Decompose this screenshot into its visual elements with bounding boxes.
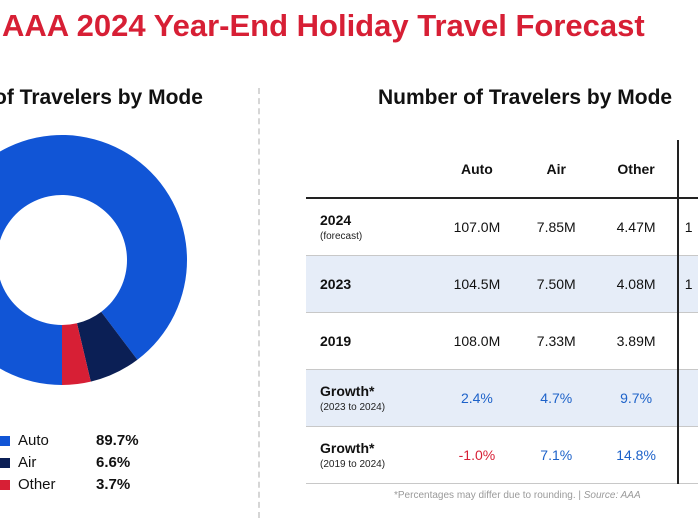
legend-item-other: Other 3.7% <box>0 476 180 498</box>
row-label: 2023 <box>320 276 352 292</box>
row-header: Growth* (2019 to 2024) <box>306 426 437 484</box>
cell-air: 4.7% <box>517 369 595 427</box>
cell-cutoff <box>677 369 698 427</box>
table-row-2019: 2019 108.0M 7.33M 3.89M <box>306 312 698 370</box>
header-air: Air <box>517 140 595 199</box>
section-divider <box>258 88 260 518</box>
table-row-2023: 2023 104.5M 7.50M 4.08M 1 <box>306 255 698 313</box>
cell-air: 7.33M <box>517 312 595 370</box>
cell-auto: 108.0M <box>436 312 518 370</box>
header-blank <box>306 140 437 199</box>
table-row-growth-2019: Growth* (2019 to 2024) -1.0% 7.1% 14.8% <box>306 426 698 484</box>
table-title: Number of Travelers by Mode <box>378 86 673 109</box>
legend-value: 3.7% <box>96 476 131 493</box>
cell-air: 7.50M <box>517 255 595 313</box>
legend-label: Air <box>18 454 37 471</box>
legend-value: 6.6% <box>96 454 131 471</box>
row-label: 2024 <box>320 212 352 228</box>
donut-slice-auto <box>0 135 187 385</box>
row-header: 2019 <box>306 312 437 370</box>
cell-air: 7.85M <box>517 198 595 256</box>
row-sublabel: (forecast) <box>320 231 363 242</box>
row-label: Growth* <box>320 440 375 456</box>
donut-chart-title: of Travelers by Mode <box>0 86 203 109</box>
cell-other: 14.8% <box>594 426 679 484</box>
legend-value: 89.7% <box>96 432 139 449</box>
header-cutoff <box>677 140 698 199</box>
row-sublabel: (2019 to 2024) <box>320 459 386 470</box>
header-other: Other <box>594 140 679 199</box>
page-title: AAA 2024 Year-End Holiday Travel Forecas… <box>2 8 645 43</box>
donut-slice-air <box>76 311 138 382</box>
donut-chart <box>0 135 187 385</box>
header-auto: Auto <box>436 140 518 199</box>
cell-other: 9.7% <box>594 369 679 427</box>
cell-auto: 2.4% <box>436 369 518 427</box>
cell-auto: -1.0% <box>436 426 518 484</box>
legend-label: Other <box>18 476 56 493</box>
row-sublabel: (2023 to 2024) <box>320 402 386 413</box>
footnote-source: Source: AAA <box>583 490 641 501</box>
row-header: 2024 (forecast) <box>306 198 437 256</box>
legend-swatch-other <box>0 480 10 490</box>
cell-other: 4.08M <box>594 255 679 313</box>
row-header: Growth* (2023 to 2024) <box>306 369 437 427</box>
table-header-row: Auto Air Other <box>306 140 698 199</box>
legend-label: Auto <box>18 432 49 449</box>
cell-cutoff: 1 <box>677 255 698 313</box>
travelers-table: Auto Air Other 2024 (forecast) 107.0M 7.… <box>306 140 698 484</box>
cell-auto: 104.5M <box>436 255 518 313</box>
cell-auto: 107.0M <box>436 198 518 256</box>
cell-cutoff <box>677 426 698 484</box>
table-row-growth-2023: Growth* (2023 to 2024) 2.4% 4.7% 9.7% <box>306 369 698 427</box>
legend-item-air: Air 6.6% <box>0 454 180 476</box>
table-row-2024: 2024 (forecast) 107.0M 7.85M 4.47M 1 <box>306 198 698 256</box>
legend-swatch-air <box>0 458 10 468</box>
legend-item-auto: Auto 89.7% <box>0 432 180 454</box>
cell-cutoff <box>677 312 698 370</box>
cell-air: 7.1% <box>517 426 595 484</box>
cell-other: 4.47M <box>594 198 679 256</box>
cell-cutoff: 1 <box>677 198 698 256</box>
row-label: 2019 <box>320 333 352 349</box>
legend-swatch-auto <box>0 436 10 446</box>
row-header: 2023 <box>306 255 437 313</box>
row-label: Growth* <box>320 383 375 399</box>
chart-legend: Auto 89.7% Air 6.6% Other 3.7% <box>0 432 180 498</box>
footnote-text: *Percentages may differ due to rounding.… <box>394 490 584 501</box>
footnote: *Percentages may differ due to rounding.… <box>394 490 641 501</box>
donut-slice-other <box>62 323 91 385</box>
cell-other: 3.89M <box>594 312 679 370</box>
